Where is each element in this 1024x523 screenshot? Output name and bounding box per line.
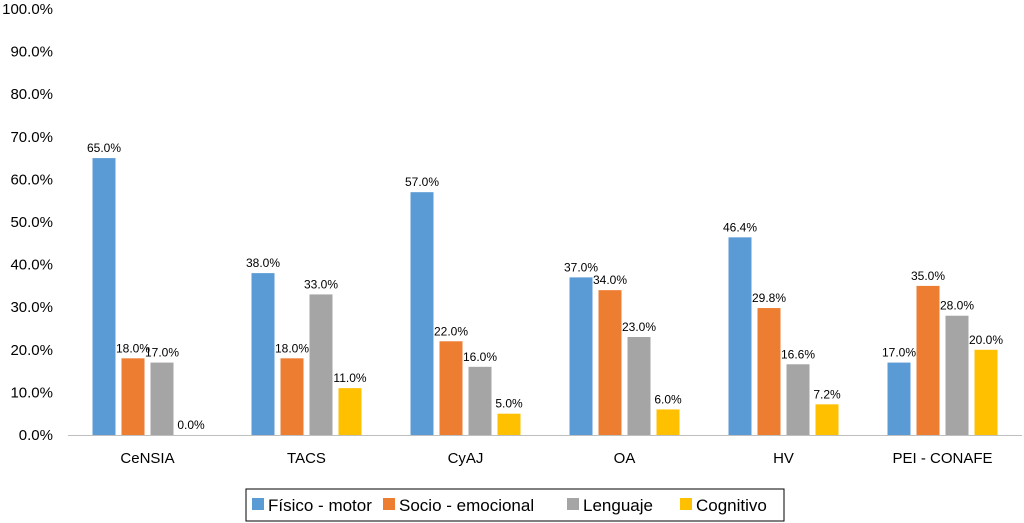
- legend-swatch: [680, 498, 692, 510]
- bar: [309, 294, 333, 435]
- bar: [728, 237, 752, 435]
- data-label: 29.8%: [752, 291, 786, 305]
- data-labels: 65.0%18.0%17.0%0.0%38.0%18.0%33.0%11.0%5…: [87, 141, 1003, 432]
- legend-box: [245, 488, 785, 522]
- y-tick-label: 20.0%: [10, 342, 53, 359]
- data-label: 0.0%: [177, 418, 205, 432]
- data-label: 22.0%: [434, 324, 468, 338]
- bar: [338, 388, 362, 435]
- legend-swatch: [252, 498, 264, 510]
- data-label: 17.0%: [882, 346, 916, 360]
- bar: [439, 341, 463, 435]
- y-tick-label: 90.0%: [10, 44, 53, 61]
- legend-item-label: Físico - motor: [268, 496, 372, 515]
- bar: [280, 358, 304, 435]
- x-category-label: PEI - CONAFE: [892, 450, 992, 467]
- bars: [92, 158, 998, 435]
- x-category-label: CyAJ: [448, 450, 484, 467]
- legend-item-label: Socio - emocional: [399, 496, 534, 515]
- data-label: 11.0%: [333, 371, 366, 385]
- x-category-label: CeNSIA: [120, 450, 174, 467]
- bar: [92, 158, 116, 435]
- y-tick-label: 50.0%: [10, 214, 53, 231]
- data-label: 33.0%: [304, 277, 338, 291]
- bar: [121, 358, 145, 435]
- y-tick-label: 10.0%: [10, 384, 53, 401]
- bar: [887, 362, 911, 435]
- bar: [916, 285, 940, 435]
- y-tick-label: 70.0%: [10, 129, 53, 146]
- data-label: 6.0%: [654, 392, 682, 406]
- x-category-label: HV: [773, 450, 794, 467]
- bar: [656, 409, 680, 435]
- data-label: 35.0%: [911, 269, 945, 283]
- y-tick-label: 30.0%: [10, 299, 53, 316]
- x-category-label: TACS: [287, 450, 326, 467]
- y-axis: 0.0% 10.0% 20.0% 30.0% 40.0% 50.0% 60.0% 70.0% 8…: [2, 1, 53, 444]
- legend-item-label: Cognitivo: [696, 496, 767, 515]
- data-label: 16.6%: [781, 347, 815, 361]
- bar: [786, 364, 810, 435]
- data-label: 18.0%: [116, 341, 150, 355]
- y-tick-label: 80.0%: [10, 86, 53, 103]
- y-tick-label: 100.0%: [2, 1, 53, 18]
- bar: [497, 413, 521, 435]
- data-label: 46.4%: [723, 220, 757, 234]
- bar: [974, 349, 998, 435]
- data-label: 5.0%: [495, 397, 523, 411]
- y-tick-label: 0.0%: [19, 427, 53, 444]
- data-label: 17.0%: [145, 346, 179, 360]
- data-label: 16.0%: [463, 350, 497, 364]
- bar: [150, 362, 174, 435]
- x-axis: CeNSIA TACS CyAJ OA HV PEI - CONAFE: [120, 450, 992, 467]
- data-label: 20.0%: [969, 333, 1003, 347]
- bar: [815, 404, 839, 435]
- legend-item-label: Lenguaje: [583, 496, 653, 515]
- legend: Físico - motor Socio - emocional Lenguaje C…: [245, 488, 785, 522]
- bar: [945, 315, 969, 435]
- data-label: 23.0%: [622, 320, 656, 334]
- legend-swatch: [383, 498, 395, 510]
- legend-swatch: [567, 498, 579, 510]
- x-category-label: OA: [614, 450, 636, 467]
- bar: [468, 366, 492, 435]
- data-label: 65.0%: [87, 141, 121, 155]
- bar: [251, 273, 275, 435]
- data-label: 28.0%: [940, 299, 974, 313]
- bar: [757, 308, 781, 435]
- data-label: 34.0%: [593, 273, 627, 287]
- bar: [598, 290, 622, 435]
- data-label: 18.0%: [275, 341, 309, 355]
- data-label: 57.0%: [405, 175, 439, 189]
- data-label: 7.2%: [813, 387, 841, 401]
- data-label: 38.0%: [246, 256, 280, 270]
- bar: [627, 337, 651, 435]
- y-tick-label: 40.0%: [10, 257, 53, 274]
- bar: [410, 192, 434, 435]
- bar: [569, 277, 593, 435]
- y-tick-label: 60.0%: [10, 171, 53, 188]
- data-label: 37.0%: [564, 260, 598, 274]
